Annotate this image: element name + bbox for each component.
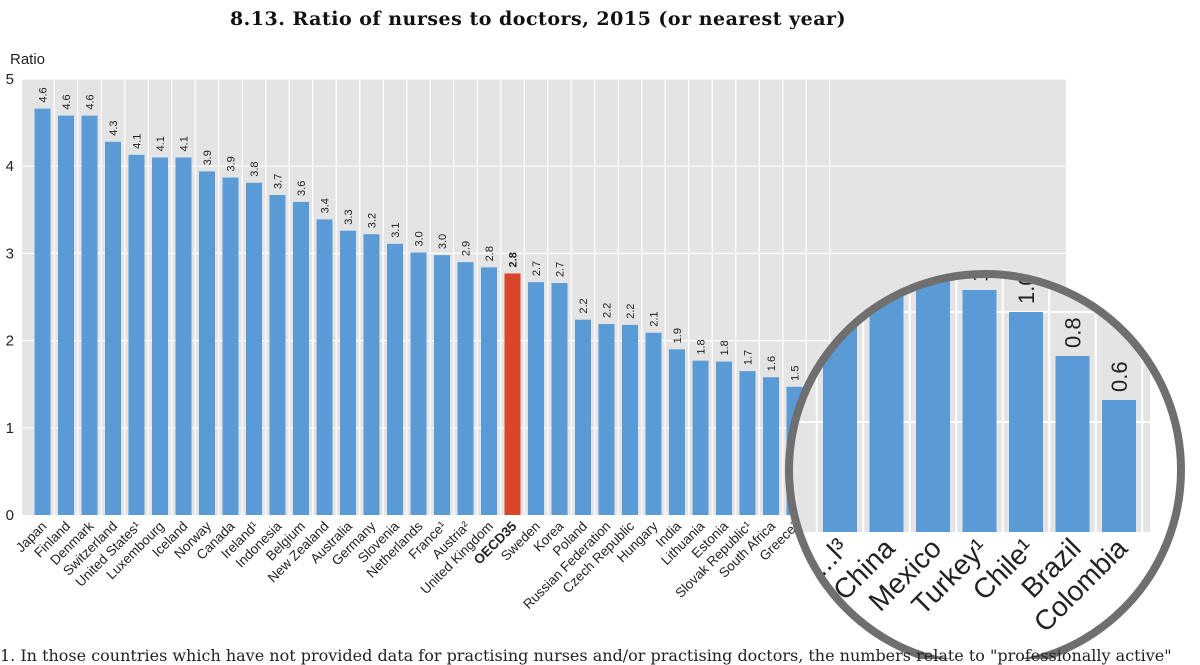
value-label: 4.6 bbox=[61, 94, 73, 109]
y-tick-label: 2 bbox=[6, 333, 14, 350]
bar bbox=[434, 255, 450, 516]
bar bbox=[692, 360, 709, 515]
bar bbox=[645, 332, 662, 515]
value-label: 1.5 bbox=[790, 366, 802, 381]
bar bbox=[269, 194, 286, 515]
value-label: 3.9 bbox=[202, 150, 214, 165]
bar bbox=[128, 154, 145, 515]
footnote: 1. In those countries which have not pro… bbox=[0, 646, 1172, 665]
y-axis-label: Ratio bbox=[10, 51, 45, 68]
value-label: 2.7 bbox=[555, 262, 567, 277]
value-label: 2.1 bbox=[649, 311, 661, 326]
bar bbox=[739, 371, 756, 515]
value-label: 3.9 bbox=[226, 156, 238, 171]
value-label: 3.1 bbox=[390, 223, 402, 238]
lens-value-label: 0.8 bbox=[1061, 317, 1086, 348]
bar bbox=[410, 252, 427, 515]
value-label: 2.2 bbox=[625, 304, 637, 319]
chart-title: 8.13. Ratio of nurses to doctors, 2015 (… bbox=[229, 8, 847, 30]
value-label: 2.2 bbox=[602, 303, 614, 318]
value-label: 3.2 bbox=[367, 213, 379, 228]
value-label: 2.8 bbox=[508, 252, 520, 267]
value-label: 3.6 bbox=[296, 181, 308, 196]
bar bbox=[246, 182, 262, 515]
y-tick-label: 3 bbox=[6, 245, 14, 262]
value-label: 2.2 bbox=[578, 298, 590, 313]
value-labels: 4.6 4.6 4.6 4.3 4.1 4.1 4.1 3.9 3.9 3.8 3.7 3.6 3.4 3… bbox=[38, 87, 826, 382]
value-label: 1.8 bbox=[696, 339, 708, 354]
lens-bar bbox=[1009, 312, 1043, 532]
lens-value-label: 0.6 bbox=[1107, 361, 1132, 392]
bar bbox=[716, 361, 732, 515]
y-tick-label: 5 bbox=[6, 71, 14, 88]
value-label: 3.7 bbox=[273, 174, 285, 189]
bar bbox=[175, 157, 192, 516]
value-label: 4.6 bbox=[85, 94, 97, 109]
value-label: 3.4 bbox=[320, 198, 332, 213]
lens-bar bbox=[1102, 400, 1136, 532]
bar bbox=[481, 267, 497, 515]
value-label: 2.9 bbox=[461, 241, 473, 256]
lens-ring bbox=[785, 270, 1185, 659]
value-label: 3.8 bbox=[249, 161, 261, 176]
value-label: 4.1 bbox=[179, 136, 191, 151]
value-label: 3.0 bbox=[414, 231, 426, 246]
bar bbox=[105, 141, 121, 515]
bar bbox=[316, 219, 333, 515]
value-label: 1.8 bbox=[719, 340, 731, 355]
y-tick-label: 0 bbox=[6, 507, 14, 524]
lens-bar bbox=[869, 274, 904, 532]
value-label: 1.7 bbox=[743, 350, 755, 365]
value-label: 1.6 bbox=[766, 356, 778, 371]
y-tick-label: 4 bbox=[6, 158, 14, 175]
bar bbox=[34, 108, 51, 515]
lens-bar bbox=[916, 274, 950, 532]
value-label: 2.8 bbox=[484, 246, 496, 261]
bar bbox=[340, 230, 356, 515]
value-label: 4.1 bbox=[132, 134, 144, 149]
y-tick-label: 1 bbox=[6, 420, 14, 437]
bar bbox=[81, 115, 98, 516]
value-label: 3.0 bbox=[437, 234, 449, 249]
bar bbox=[763, 377, 779, 515]
bar bbox=[622, 324, 638, 515]
lens-bars bbox=[823, 274, 1136, 532]
bar bbox=[575, 319, 591, 515]
bar bbox=[387, 243, 403, 516]
value-label: 4.6 bbox=[38, 87, 50, 102]
bar bbox=[199, 171, 215, 515]
bar bbox=[504, 273, 521, 515]
value-label: 2.7 bbox=[531, 261, 543, 276]
bar bbox=[457, 262, 474, 515]
bars bbox=[34, 108, 826, 516]
lens-bar bbox=[1055, 356, 1090, 532]
bar bbox=[152, 157, 168, 516]
bar bbox=[528, 282, 544, 515]
bar bbox=[363, 234, 380, 515]
lens-bar bbox=[962, 290, 997, 532]
bar bbox=[551, 283, 568, 515]
y-axis: 0 1 2 3 4 5 bbox=[6, 71, 14, 524]
value-label: 4.3 bbox=[108, 120, 120, 135]
value-label: 4.1 bbox=[155, 136, 167, 151]
value-label: 1.9 bbox=[672, 328, 684, 343]
bar bbox=[293, 201, 309, 515]
bar bbox=[222, 177, 239, 515]
bar bbox=[598, 324, 615, 515]
bar bbox=[669, 349, 685, 515]
magnifier-lens: 1.21.11.00.80.6 ...l³ChinaMexicoTurkey¹C… bbox=[785, 270, 1185, 659]
value-label: 3.3 bbox=[343, 209, 355, 224]
bar bbox=[58, 115, 74, 516]
